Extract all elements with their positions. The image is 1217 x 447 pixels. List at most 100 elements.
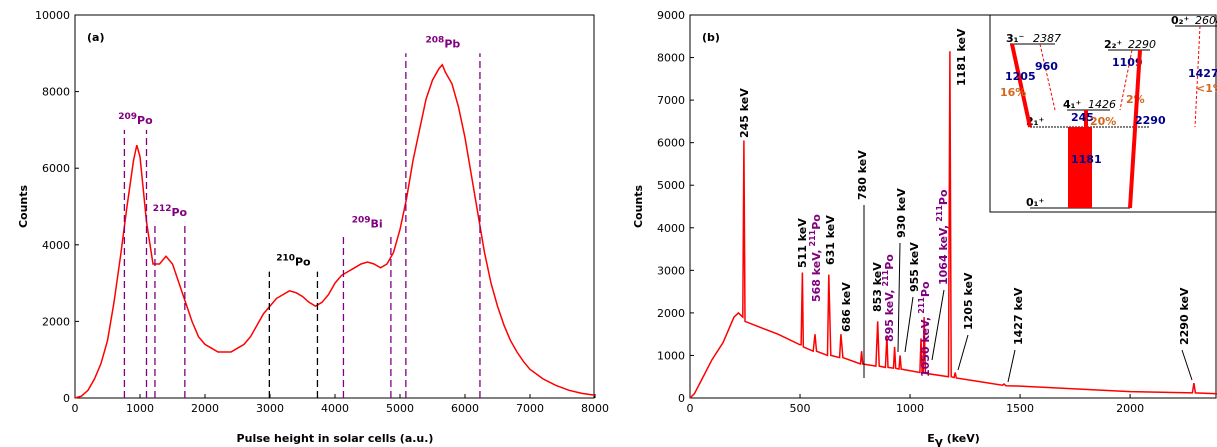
transition-energy: 1427	[1188, 67, 1217, 80]
x-label-unit: (keV)	[943, 432, 980, 445]
x-tick-label: 6000	[451, 402, 479, 415]
peak-energy: 2290 keV	[1178, 287, 1191, 345]
transition-branch: 16%	[1000, 86, 1026, 99]
window-label: 212Po	[153, 204, 188, 219]
y-tick-label: 9000	[657, 9, 685, 22]
x-tick-label: 500	[790, 402, 811, 415]
peak-energy: 245 keV	[738, 88, 751, 138]
x-axis-label: Pulse height in solar cells (a.u.)	[237, 432, 434, 445]
transition-arrow	[1128, 49, 1142, 209]
isotope-mass: 208	[426, 35, 445, 45]
peak-energy: 1427 keV	[1012, 287, 1025, 345]
isotope-mass: 212	[153, 204, 172, 214]
peak-energy: 1205 keV	[962, 272, 975, 330]
x-tick-label: 1500	[1006, 402, 1034, 415]
peak-energy: 568 keV,	[810, 249, 823, 302]
level-spin: 2₂⁺	[1104, 38, 1122, 51]
transition-energy: 1109	[1112, 56, 1143, 69]
y-tick-label: 4000	[42, 239, 70, 252]
peak-label: 686 keV	[840, 282, 853, 332]
isotope-element: Pb	[444, 37, 460, 50]
y-tick-label: 2000	[42, 315, 70, 328]
peak-label: 930 keV	[895, 188, 908, 238]
isotope-element: Po	[883, 254, 896, 270]
peak-label: 245 keV	[738, 88, 751, 138]
peak-arrow	[931, 289, 945, 361]
level-energy: 2290	[1128, 38, 1156, 51]
isotope-element: Po	[937, 189, 950, 205]
transition-energy: 1205	[1005, 70, 1036, 83]
x-tick-label: 0	[687, 402, 694, 415]
isotope-element: Po	[919, 281, 932, 297]
transition-branch: 20%	[1090, 115, 1116, 128]
y-tick-label: 8000	[42, 86, 70, 99]
transition-energy: 2290	[1135, 114, 1166, 127]
y-tick-label: 1000	[657, 349, 685, 362]
isotope-element: Po	[171, 206, 187, 219]
transition-energy: 960	[1035, 60, 1058, 73]
peak-arrow	[957, 334, 969, 371]
isotope-element: Bi	[370, 217, 382, 230]
level-energy: 2608	[1195, 14, 1217, 27]
x-tick-label: 5000	[386, 402, 414, 415]
peak-energy: 686 keV	[840, 282, 853, 332]
peak-label: 1181 keV	[955, 28, 968, 86]
peak-label: 1064 keV, 211Po	[935, 189, 950, 285]
peak-label: 511 keV	[796, 218, 809, 268]
x-tick-label: 1000	[896, 402, 924, 415]
data-line	[689, 51, 1217, 399]
level-energy: 1426	[1088, 98, 1116, 111]
transition-energy: 1181	[1071, 153, 1102, 166]
peak-energy: 511 keV	[796, 218, 809, 268]
peak-label: 1427 keV	[1012, 287, 1025, 345]
level-spin: 4₁⁺	[1063, 98, 1081, 111]
window-label: 210Po	[276, 254, 311, 269]
transition-arrow	[1010, 43, 1032, 128]
transition-arrow	[1039, 43, 1056, 111]
x-label-sub: γ	[935, 435, 943, 447]
transition-branch: <1%	[1196, 82, 1217, 95]
y-tick-label: 2000	[657, 307, 685, 320]
data-line	[74, 63, 596, 399]
peak-arrow	[897, 242, 901, 353]
peak-arrow	[1007, 349, 1016, 383]
y-tick-label: 8000	[657, 52, 685, 65]
isotope-mass: 209	[352, 215, 371, 225]
peak-label: 780 keV	[856, 150, 869, 200]
peak-label: 568 keV, 211Po	[808, 214, 823, 302]
peak-energy: 930 keV	[895, 188, 908, 238]
x-tick-label: 2000	[191, 402, 219, 415]
y-tick-label: 6000	[42, 162, 70, 175]
y-tick-label: 4000	[657, 222, 685, 235]
isotope-mass: 211	[935, 205, 944, 222]
peak-energy: 853 keV	[871, 262, 884, 312]
peak-energy: 1181 keV	[955, 28, 968, 86]
x-tick-label: 2000	[1116, 402, 1144, 415]
peak-label: 631 keV	[824, 215, 837, 265]
peak-label: 853 keV	[871, 262, 884, 312]
level-energy: 2387	[1033, 32, 1061, 45]
peak-energy: 1064 keV,	[937, 225, 950, 285]
peak-energy: 955 keV	[908, 242, 921, 292]
panel-label: (a)	[87, 31, 104, 44]
y-tick-label: 6000	[657, 137, 685, 150]
panel-label: (b)	[702, 31, 720, 44]
isotope-element: Po	[810, 214, 823, 230]
level-spin: 0₂⁺	[1171, 14, 1189, 27]
isotope-mass: 210	[276, 254, 295, 264]
y-tick-label: 0	[63, 392, 70, 405]
peak-energy: 895 keV,	[883, 289, 896, 342]
x-tick-label: 4000	[321, 402, 349, 415]
y-tick-label: 10000	[35, 9, 70, 22]
isotope-element: Po	[295, 256, 311, 269]
x-tick-label: 1000	[126, 402, 154, 415]
x-axis-label: Eγ (keV)	[927, 432, 980, 447]
transition-arrow	[1194, 25, 1201, 128]
y-axis-label: Counts	[632, 185, 645, 229]
window-label: 209Bi	[352, 215, 383, 230]
y-tick-label: 0	[678, 392, 685, 405]
peak-label: 2290 keV	[1178, 287, 1191, 345]
peak-label: 1205 keV	[962, 272, 975, 330]
peak-label: 1050 keV, 211Po	[917, 281, 932, 377]
